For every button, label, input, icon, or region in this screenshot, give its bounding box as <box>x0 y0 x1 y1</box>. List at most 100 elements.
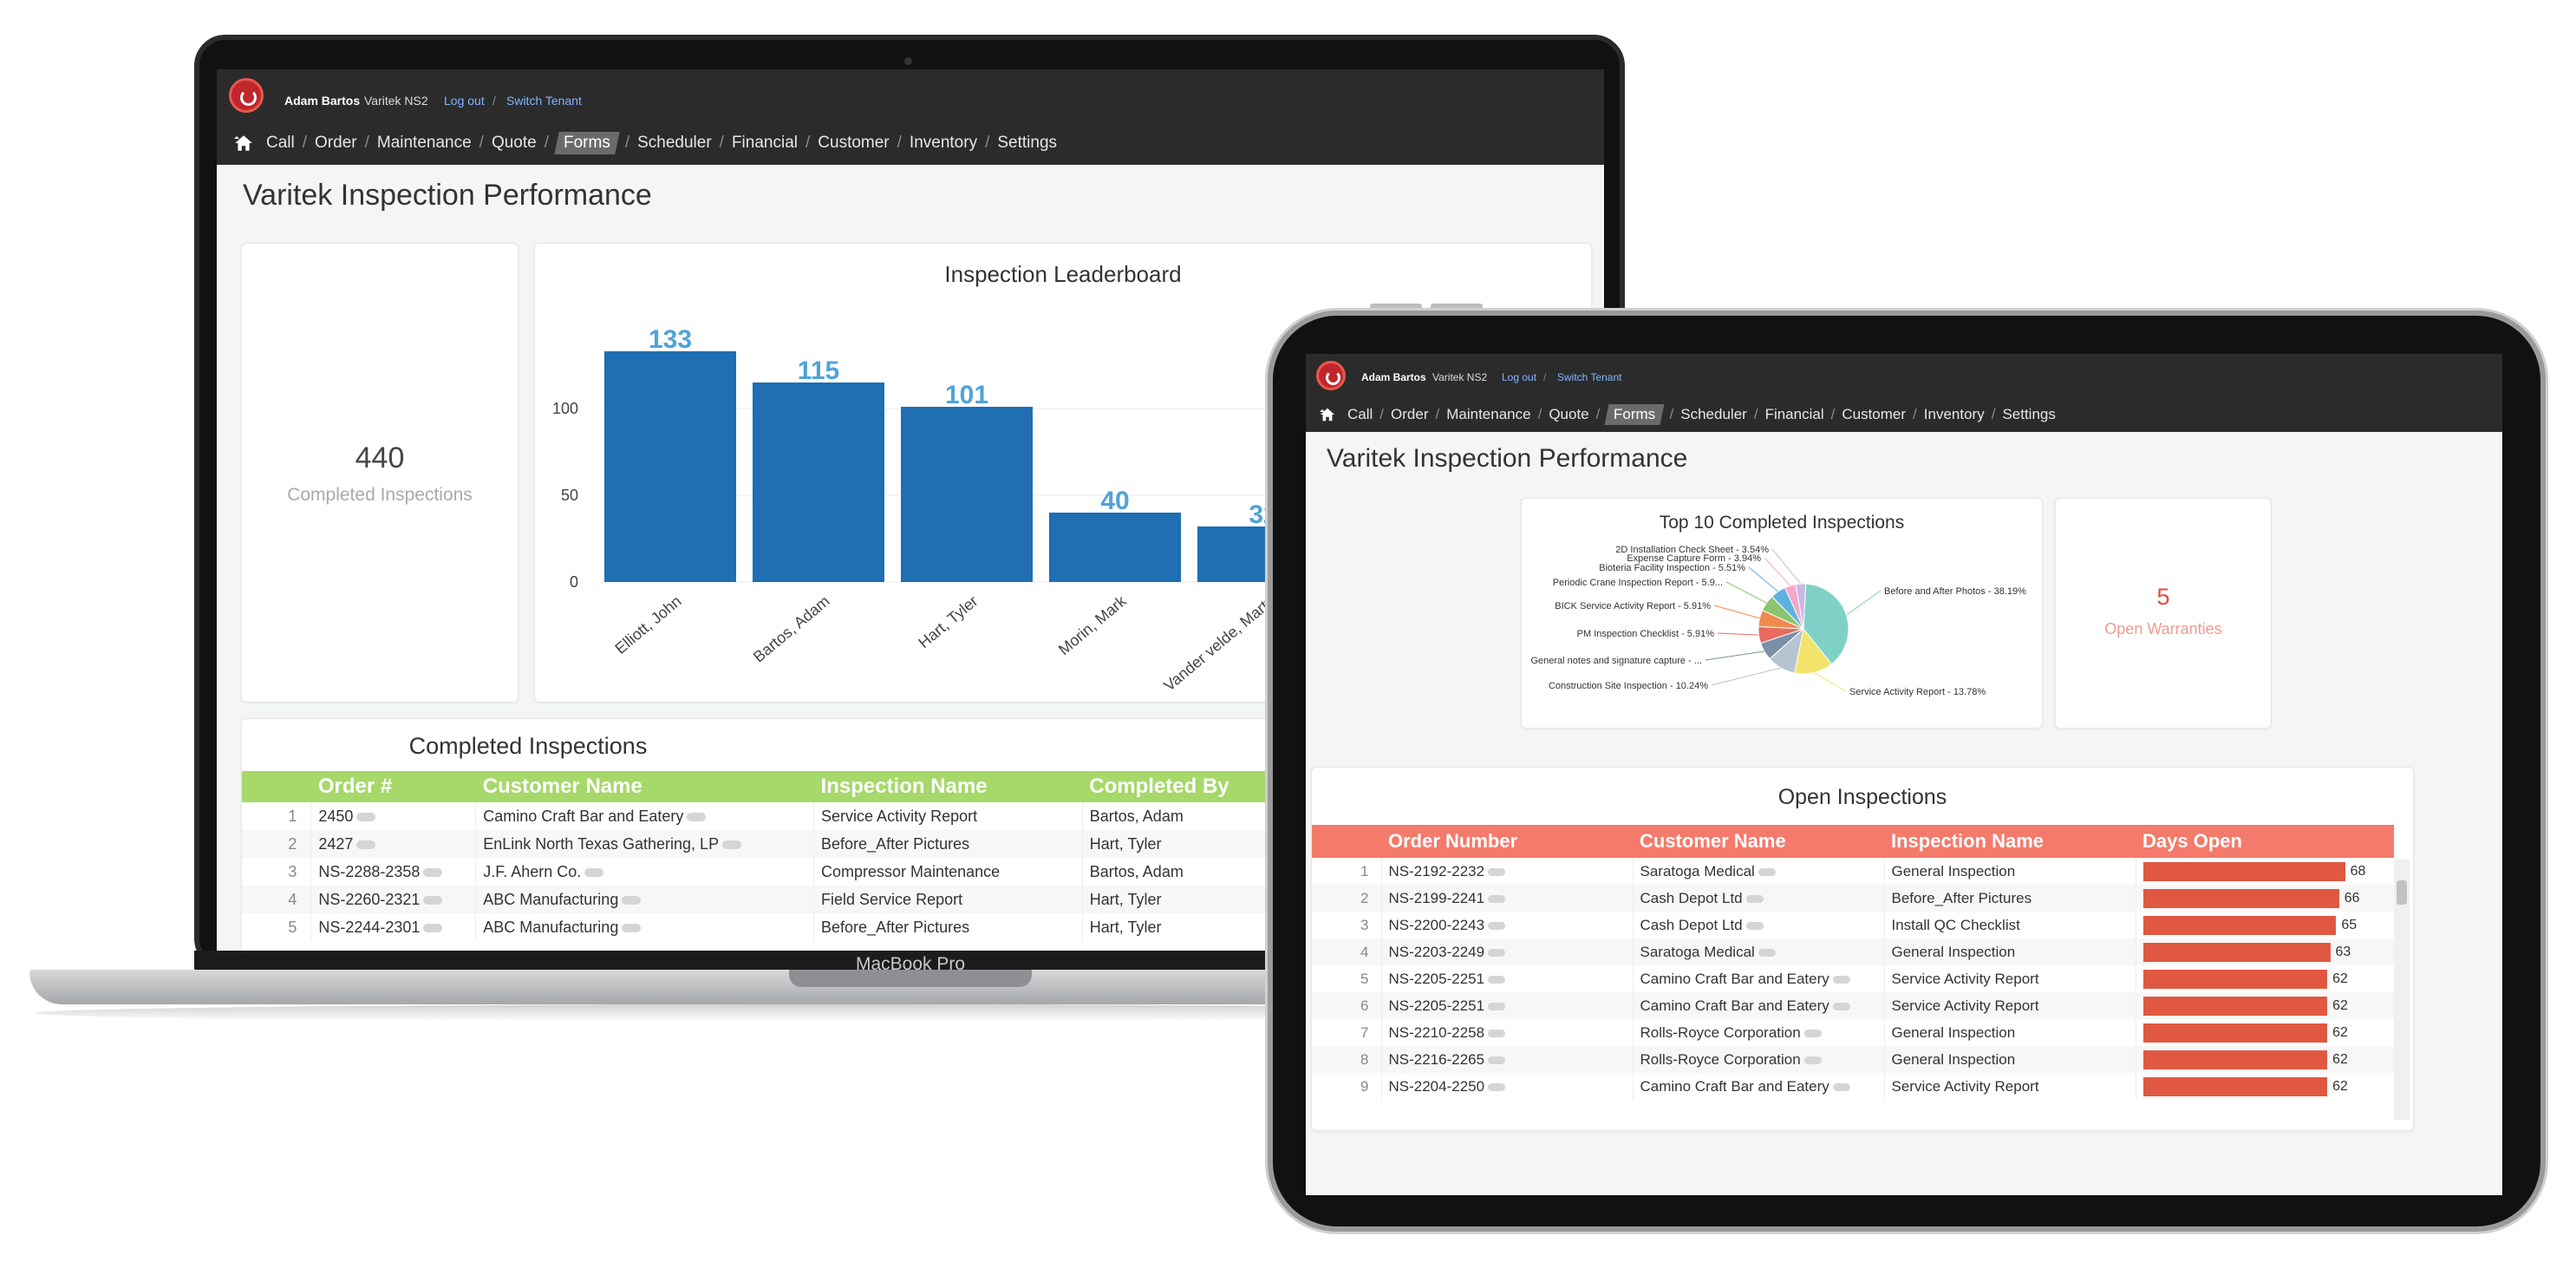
more-options-icon[interactable] <box>1758 867 1776 876</box>
more-options-icon[interactable] <box>722 840 742 849</box>
more-options-icon[interactable] <box>1832 1082 1850 1091</box>
cell-order[interactable]: NS-2200-2243 <box>1388 916 1485 933</box>
nav-item-inventory[interactable]: Inventory <box>910 134 977 153</box>
table-row[interactable]: 1 NS-2192-2232 Saratoga Medical General Ins… <box>1312 858 2394 885</box>
table-row[interactable]: 8 NS-2216-2265 Rolls-Royce Corporation Gene… <box>1312 1046 2394 1073</box>
more-options-icon[interactable] <box>1488 948 1506 957</box>
more-options-icon[interactable] <box>423 867 443 877</box>
nav-item-call[interactable]: Call <box>266 134 295 153</box>
more-options-icon[interactable] <box>423 895 443 905</box>
more-options-icon[interactable] <box>1803 1029 1822 1037</box>
cell-order[interactable]: NS-2203-2249 <box>1388 943 1485 960</box>
bar[interactable] <box>753 383 884 582</box>
nav-item-scheduler[interactable]: Scheduler <box>637 134 712 153</box>
more-options-icon[interactable] <box>356 840 376 849</box>
cell-order[interactable]: NS-2205-2251 <box>1388 997 1485 1014</box>
nav-item-financial[interactable]: Financial <box>732 134 798 153</box>
more-options-icon[interactable] <box>622 923 642 932</box>
table-row[interactable]: 9 NS-2204-2250 Camino Craft Bar and Eatery… <box>1312 1073 2394 1100</box>
nav-item-forms[interactable]: Forms <box>1604 404 1666 425</box>
column-header[interactable]: Order # <box>317 775 393 798</box>
more-options-icon[interactable] <box>1745 921 1764 930</box>
cell-order[interactable]: NS-2204-2250 <box>1388 1077 1485 1095</box>
column-header[interactable]: Inspection Name <box>820 775 988 798</box>
app-logo-icon[interactable] <box>229 78 264 113</box>
more-options-icon[interactable] <box>1488 975 1506 984</box>
column-header[interactable]: Customer Name <box>482 775 642 798</box>
column-header[interactable]: Days Open <box>2142 830 2242 852</box>
cell-by: Hart, Tyler <box>1089 834 1162 853</box>
nav-item-customer[interactable]: Customer <box>818 134 889 153</box>
cell-order[interactable]: NS-2244-2301 <box>318 918 421 936</box>
bar[interactable] <box>604 351 736 582</box>
table-row[interactable]: 2 NS-2199-2241 Cash Depot Ltd Before_After … <box>1312 885 2394 912</box>
cell-order[interactable]: 2450 <box>318 807 354 825</box>
scrollbar-thumb[interactable] <box>2397 880 2407 905</box>
pie-slice[interactable] <box>1795 583 1807 630</box>
switch-tenant-link[interactable]: Switch Tenant <box>506 94 582 108</box>
cell-order[interactable]: NS-2192-2232 <box>1388 862 1485 879</box>
nav-item-quote[interactable]: Quote <box>492 134 537 153</box>
cell-order[interactable]: NS-2260-2321 <box>318 890 421 908</box>
more-options-icon[interactable] <box>1832 1002 1850 1010</box>
nav-item-forms[interactable]: Forms <box>554 132 620 154</box>
nav-item-customer[interactable]: Customer <box>1842 406 1906 423</box>
bar[interactable] <box>901 407 1033 582</box>
table-row[interactable]: 7 NS-2210-2258 Rolls-Royce Corporation Gene… <box>1312 1019 2394 1046</box>
table-scrollbar[interactable] <box>2394 860 2410 1120</box>
column-header[interactable]: Completed By <box>1089 775 1229 798</box>
nav-item-inventory[interactable]: Inventory <box>1924 406 1985 423</box>
more-options-icon[interactable] <box>687 812 707 821</box>
home-icon[interactable] <box>1320 407 1335 422</box>
nav-item-scheduler[interactable]: Scheduler <box>1680 406 1747 423</box>
nav-item-quote[interactable]: Quote <box>1549 406 1588 423</box>
more-options-icon[interactable] <box>1488 1002 1506 1010</box>
switch-tenant-link[interactable]: Switch Tenant <box>1557 371 1622 383</box>
cell-order[interactable]: NS-2199-2241 <box>1388 889 1485 906</box>
more-options-icon[interactable] <box>1758 948 1776 957</box>
table-row[interactable]: 4 NS-2203-2249 Saratoga Medical General Ins… <box>1312 938 2394 965</box>
home-icon[interactable] <box>234 134 253 153</box>
pie-slice[interactable] <box>1803 583 1849 665</box>
table-row[interactable]: 5 NS-2205-2251 Camino Craft Bar and Eatery… <box>1312 965 2394 992</box>
nav-item-call[interactable]: Call <box>1347 406 1373 423</box>
nav-item-order[interactable]: Order <box>315 134 357 153</box>
nav-item-settings[interactable]: Settings <box>2002 406 2055 423</box>
column-header[interactable]: Inspection Name <box>1891 830 2044 852</box>
cell-order[interactable]: NS-2288-2358 <box>318 862 421 880</box>
more-options-icon[interactable] <box>1745 894 1764 903</box>
more-options-icon[interactable] <box>356 812 376 821</box>
more-options-icon[interactable] <box>1488 894 1506 903</box>
more-options-icon[interactable] <box>1488 1082 1506 1091</box>
more-options-icon[interactable] <box>1832 975 1850 984</box>
nav-item-maintenance[interactable]: Maintenance <box>1446 406 1530 423</box>
cell-order[interactable]: NS-2205-2251 <box>1388 970 1485 987</box>
column-header[interactable]: Order Number <box>1388 830 1518 852</box>
table-row[interactable]: 3 NS-2200-2243 Cash Depot Ltd Install QC Ch… <box>1312 912 2394 938</box>
nav-item-order[interactable]: Order <box>1391 406 1428 423</box>
cell-order[interactable]: NS-2210-2258 <box>1388 1023 1485 1041</box>
more-options-icon[interactable] <box>423 923 443 932</box>
more-options-icon[interactable] <box>584 867 604 877</box>
bar[interactable] <box>1049 513 1181 582</box>
nav-item-settings[interactable]: Settings <box>997 134 1057 153</box>
table-row[interactable]: 6 NS-2205-2251 Camino Craft Bar and Eatery… <box>1312 992 2394 1019</box>
more-options-icon[interactable] <box>1488 1056 1506 1064</box>
logout-link[interactable]: Log out <box>444 94 485 108</box>
row-number: 3 <box>1360 916 1369 933</box>
cell-order[interactable]: 2427 <box>318 834 354 853</box>
app-logo-icon[interactable] <box>1316 361 1346 390</box>
nav-item-maintenance[interactable]: Maintenance <box>377 134 472 153</box>
more-options-icon[interactable] <box>1488 1029 1506 1037</box>
cell-order[interactable]: NS-2216-2265 <box>1388 1050 1485 1068</box>
column-header[interactable]: Customer Name <box>1640 830 1786 852</box>
more-options-icon[interactable] <box>1488 921 1506 930</box>
more-options-icon[interactable] <box>1488 867 1506 876</box>
cell-by: Bartos, Adam <box>1089 807 1184 825</box>
row-number: 2 <box>1360 889 1369 906</box>
logout-link[interactable]: Log out <box>1502 371 1537 383</box>
more-options-icon[interactable] <box>1803 1056 1822 1064</box>
nav-item-label: Quote <box>491 134 537 152</box>
more-options-icon[interactable] <box>622 895 642 905</box>
nav-item-financial[interactable]: Financial <box>1765 406 1824 423</box>
